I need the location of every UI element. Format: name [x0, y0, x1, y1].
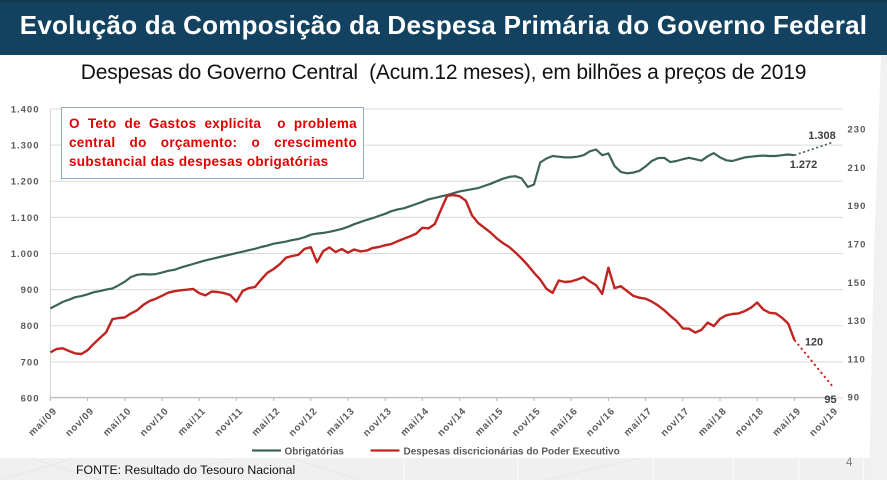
svg-text:nov/15: nov/15	[510, 406, 543, 439]
svg-text:1.400: 1.400	[11, 104, 40, 115]
svg-text:170: 170	[848, 240, 867, 251]
svg-text:Despesas discricionárias do Po: Despesas discricionárias do Poder Execut…	[404, 447, 620, 458]
svg-text:800: 800	[21, 321, 40, 332]
svg-text:210: 210	[848, 163, 867, 174]
svg-text:95: 95	[824, 394, 836, 406]
svg-text:nov/13: nov/13	[361, 406, 394, 439]
svg-text:mai/13: mai/13	[324, 406, 357, 439]
svg-text:90: 90	[848, 393, 861, 404]
svg-text:nov/11: nov/11	[213, 406, 246, 439]
svg-text:150: 150	[848, 278, 867, 289]
svg-text:1.000: 1.000	[11, 249, 40, 260]
svg-text:mai/14: mai/14	[399, 406, 432, 439]
svg-text:mai/16: mai/16	[548, 406, 581, 439]
svg-text:1.100: 1.100	[11, 213, 40, 224]
svg-text:700: 700	[21, 357, 40, 368]
svg-text:nov/18: nov/18	[733, 406, 766, 439]
svg-text:nov/19: nov/19	[808, 406, 841, 439]
svg-text:nov/10: nov/10	[138, 406, 171, 439]
svg-text:230: 230	[848, 125, 867, 136]
svg-text:mai/09: mai/09	[27, 406, 60, 439]
svg-text:mai/15: mai/15	[473, 406, 506, 439]
svg-text:nov/14: nov/14	[436, 406, 469, 439]
svg-text:mai/18: mai/18	[696, 406, 729, 439]
svg-text:Obrigatórias: Obrigatórias	[285, 447, 345, 458]
svg-text:600: 600	[21, 393, 40, 404]
svg-text:mai/17: mai/17	[622, 406, 655, 439]
svg-text:mai/12: mai/12	[250, 406, 283, 439]
svg-text:mai/19: mai/19	[771, 406, 804, 439]
svg-text:900: 900	[21, 285, 40, 296]
svg-text:mai/11: mai/11	[176, 406, 208, 438]
svg-text:110: 110	[848, 354, 866, 365]
svg-text:120: 120	[805, 337, 823, 349]
svg-text:nov/09: nov/09	[64, 406, 97, 439]
svg-text:1.200: 1.200	[11, 177, 40, 188]
svg-text:130: 130	[848, 316, 867, 327]
svg-text:nov/12: nov/12	[287, 406, 320, 439]
svg-text:1.272: 1.272	[790, 159, 818, 171]
svg-text:1.308: 1.308	[808, 130, 836, 142]
svg-text:1.300: 1.300	[11, 141, 40, 152]
svg-text:nov/17: nov/17	[659, 406, 692, 439]
svg-text:nov/16: nov/16	[584, 406, 617, 439]
svg-text:190: 190	[848, 201, 867, 212]
svg-text:mai/10: mai/10	[101, 406, 134, 439]
